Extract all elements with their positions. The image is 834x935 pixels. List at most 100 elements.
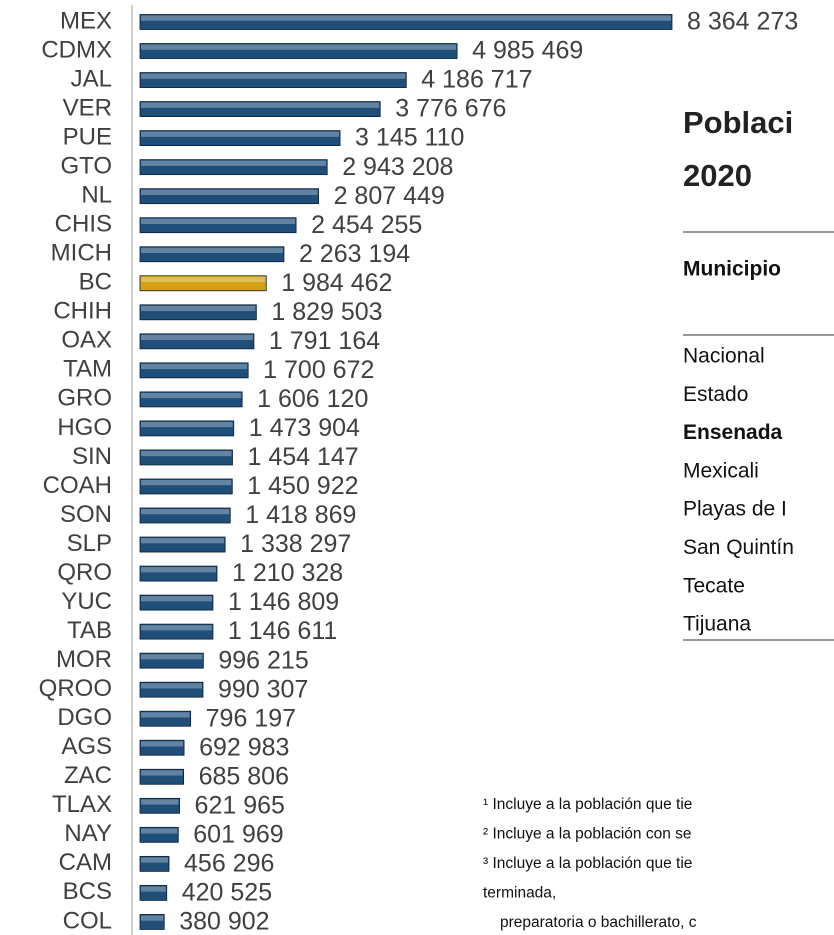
bar-shine <box>141 363 248 370</box>
bar <box>139 623 214 640</box>
table-header: Municipio <box>683 258 781 281</box>
value-label: 621 965 <box>195 791 285 819</box>
bar-shine <box>141 915 164 921</box>
bar-shine <box>141 421 233 428</box>
table-row: Tecate <box>683 574 745 597</box>
bar <box>139 768 185 785</box>
bar <box>139 246 285 263</box>
bar-shine <box>141 625 212 631</box>
bar <box>139 333 255 350</box>
value-label: 1 450 922 <box>247 472 358 500</box>
bar <box>139 72 407 88</box>
category-label: CHIH <box>53 298 112 325</box>
bar-shine <box>141 654 203 660</box>
bar <box>139 130 341 147</box>
bar <box>139 420 235 437</box>
category-label: VER <box>63 94 112 121</box>
bar-shine <box>141 392 242 399</box>
category-label: MICH <box>51 240 112 267</box>
value-label: 601 969 <box>193 820 283 848</box>
footnote: ¹ Incluye a la población que tie <box>483 796 692 813</box>
bar-shine <box>141 276 266 283</box>
category-label: SIN <box>72 443 112 470</box>
bar <box>139 217 297 234</box>
bar <box>139 536 226 553</box>
table-row: San Quintín <box>683 536 794 559</box>
bar-shine <box>141 305 256 312</box>
bar-shine <box>141 15 671 21</box>
bar-shine <box>141 102 380 108</box>
table-row: Estado <box>683 383 748 406</box>
table-row: Ensenada <box>683 421 783 444</box>
category-label: SLP <box>67 530 112 557</box>
value-label: 1 984 462 <box>281 269 392 297</box>
value-label: 2 454 255 <box>311 211 422 239</box>
bar-shine <box>141 712 190 718</box>
category-label: GRO <box>57 385 112 412</box>
category-label: TAB <box>67 617 112 644</box>
bar-shine <box>141 509 230 515</box>
footnote: ² Incluye a la población con se <box>483 826 692 843</box>
value-label: 420 525 <box>182 879 272 907</box>
bar-shine <box>141 770 183 776</box>
bar-shine <box>141 334 253 341</box>
value-label: 996 215 <box>218 646 308 674</box>
bar-shine <box>141 189 318 195</box>
value-label: 3 776 676 <box>395 95 506 123</box>
value-label: 1 146 611 <box>228 617 337 645</box>
bar-shine <box>141 886 166 892</box>
value-label: 1 210 328 <box>232 559 343 587</box>
value-label: 1 700 672 <box>263 356 374 384</box>
bar <box>139 159 328 176</box>
bar-shine <box>141 218 296 224</box>
category-label: TLAX <box>52 791 112 818</box>
bar-shine <box>141 683 202 689</box>
category-label: CDMX <box>41 36 112 63</box>
panel-title: 2020 <box>683 158 752 193</box>
bar <box>139 507 231 524</box>
category-label: QRO <box>57 559 112 586</box>
bar <box>139 885 168 901</box>
bar <box>139 449 233 466</box>
bar <box>139 710 192 727</box>
value-label: 2 807 449 <box>334 182 445 210</box>
category-label: YUC <box>61 588 112 615</box>
value-label: 990 307 <box>218 675 308 703</box>
bar-shine <box>141 857 169 863</box>
table-row: Mexicali <box>683 459 759 482</box>
category-label: BC <box>79 269 112 296</box>
category-label: CAM <box>59 849 112 876</box>
value-label: 692 983 <box>199 733 289 761</box>
bar-shine <box>141 73 406 79</box>
category-label: AGS <box>61 733 112 760</box>
value-label: 3 145 110 <box>355 124 464 152</box>
category-label: TAM <box>63 356 112 383</box>
value-label: 8 364 273 <box>687 8 798 36</box>
category-label: CHIS <box>55 211 112 238</box>
category-label: COL <box>63 907 112 934</box>
category-label: NL <box>81 182 112 209</box>
panel-title: Poblaci <box>683 105 793 140</box>
value-label: 1 454 147 <box>247 443 358 471</box>
bar-shine <box>141 828 178 834</box>
bar <box>139 43 458 59</box>
bar-shine <box>141 567 216 573</box>
bar <box>139 14 673 30</box>
bar <box>139 652 204 669</box>
value-label: 4 186 717 <box>421 66 532 94</box>
bar <box>139 188 319 205</box>
value-label: 380 902 <box>179 908 269 935</box>
bar <box>139 594 214 611</box>
bar-shine <box>141 741 184 747</box>
bar <box>139 681 204 698</box>
value-label: 1 338 297 <box>240 530 351 558</box>
value-label: 796 197 <box>206 704 296 732</box>
value-label: 2 263 194 <box>299 240 410 268</box>
category-label: NAY <box>64 820 112 847</box>
category-label: PUE <box>63 123 112 150</box>
table-row: Playas de I <box>683 498 787 521</box>
category-label: BCS <box>63 878 112 905</box>
value-label: 1 418 869 <box>245 501 356 529</box>
footnote: ³ Incluye a la población que tie <box>483 855 692 872</box>
category-label: HGO <box>57 414 112 441</box>
